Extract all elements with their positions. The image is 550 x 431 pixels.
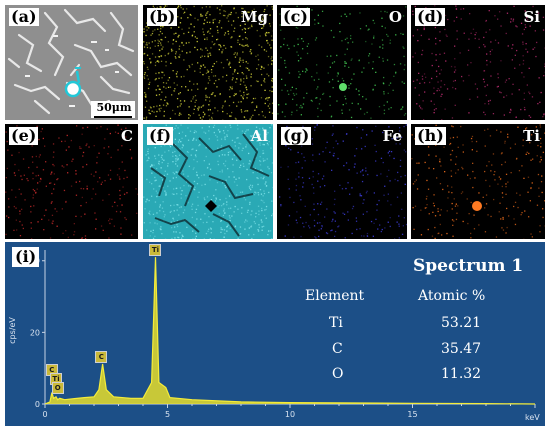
element-label: Fe: [382, 127, 402, 145]
y-axis-label: cps/eV: [7, 317, 17, 344]
element-label: C: [121, 127, 133, 145]
x-tick-label: 10: [285, 410, 295, 419]
element-speckle: [279, 124, 407, 239]
panel-f-al-map: (f) Al: [143, 124, 273, 239]
element-speckle: [143, 5, 273, 120]
peak-label: O: [51, 381, 64, 394]
element-label: Si: [523, 8, 540, 26]
panel-tag: (h): [415, 126, 446, 145]
row-element: C: [332, 341, 343, 357]
element-label: Al: [250, 127, 268, 145]
panel-d-si-map: (d) Si: [411, 5, 545, 120]
element-label: Mg: [240, 8, 268, 26]
panel-a-sem-image: (a) 50μm: [5, 5, 138, 120]
panel-tag: (b): [147, 7, 178, 26]
x-tick-label: 15: [407, 410, 417, 419]
x-tick-label: 0: [42, 410, 47, 419]
panel-tag: (d): [415, 7, 446, 26]
panel-e-c-map: (e) C: [5, 124, 138, 239]
y-tick-label: 0: [35, 400, 40, 409]
element-speckle: [277, 5, 407, 120]
peak-label: Ti: [149, 244, 162, 257]
panel-h-ti-map: (h) Ti: [411, 124, 545, 239]
row-atomic: 53.21: [441, 315, 482, 331]
panel-tag: (c): [281, 7, 310, 26]
element-speckle: [412, 5, 545, 120]
row-element: Ti: [329, 315, 343, 331]
panel-tag: (g): [281, 126, 312, 145]
row-element: O: [332, 366, 344, 382]
table-header-atomic: Atomic %: [418, 288, 486, 304]
sem-microstructure: [5, 5, 138, 120]
row-atomic: 11.32: [441, 366, 482, 382]
y-tick-label: 20: [30, 328, 40, 337]
panel-b-mg-map: (b) Mg: [143, 5, 273, 120]
panel-tag: (e): [9, 126, 39, 145]
panel-tag: (f): [147, 126, 174, 145]
x-tick-label: 5: [165, 410, 170, 419]
panel-g-fe-map: (g) Fe: [277, 124, 407, 239]
element-speckle: [143, 124, 273, 239]
panel-c-o-map: (c) O: [277, 5, 407, 120]
table-header-element: Element: [305, 288, 365, 304]
scale-bar-label: 50μm: [96, 101, 132, 114]
row-atomic: 35.47: [441, 341, 482, 357]
peak-label: C: [95, 350, 108, 363]
panel-i-eds-spectrum: 05101502040 (i) cps/eV keV Spectrum 1 El…: [5, 242, 545, 426]
x-axis-label: keV: [525, 413, 540, 422]
panel-tag: (a): [9, 7, 39, 26]
panel-tag: (i): [12, 247, 40, 267]
element-label: Ti: [523, 127, 540, 145]
spectrum-line: [44, 257, 536, 405]
spectrum-title: Spectrum 1: [413, 256, 524, 276]
element-label: O: [388, 8, 402, 26]
